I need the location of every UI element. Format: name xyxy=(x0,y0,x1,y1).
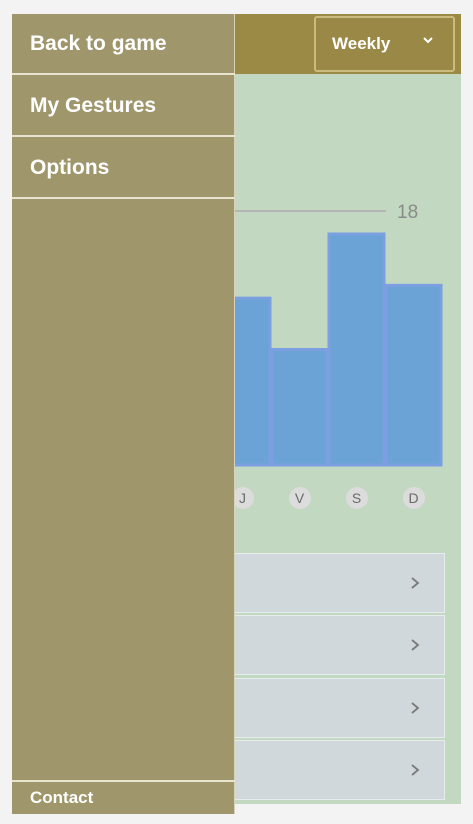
drawer-item-label: Options xyxy=(30,155,110,179)
chevron-down-icon xyxy=(423,37,433,44)
drawer-item-options[interactable]: Options xyxy=(12,138,235,199)
reference-line-label: 18 xyxy=(397,202,418,223)
activity-chart: 18 J V S D xyxy=(12,74,461,514)
chevron-right-icon xyxy=(411,639,420,651)
drawer-item-back-to-game[interactable]: Back to game xyxy=(12,14,235,75)
drawer-item-contact[interactable]: Contact xyxy=(12,780,235,814)
side-drawer: Back to game My Gestures Options Contact xyxy=(12,14,235,814)
chart-day-label: V xyxy=(288,487,311,509)
chart-day-label: S xyxy=(345,487,368,509)
chart-bar-s xyxy=(327,232,386,467)
chart-bar-v xyxy=(270,348,329,467)
drawer-item-label: My Gestures xyxy=(30,93,157,117)
chart-day-label: D xyxy=(402,487,425,509)
drawer-item-label: Back to game xyxy=(30,31,167,55)
chevron-right-icon xyxy=(411,764,420,776)
chart-day-label: J xyxy=(231,487,254,509)
period-select-value: Weekly xyxy=(332,34,391,53)
drawer-item-my-gestures[interactable]: My Gestures xyxy=(12,76,235,137)
chart-bar-d xyxy=(384,283,443,467)
chevron-right-icon xyxy=(411,702,420,714)
period-select[interactable]: Weekly xyxy=(314,16,455,72)
chevron-right-icon xyxy=(411,577,420,589)
drawer-footer-label: Contact xyxy=(30,788,94,807)
